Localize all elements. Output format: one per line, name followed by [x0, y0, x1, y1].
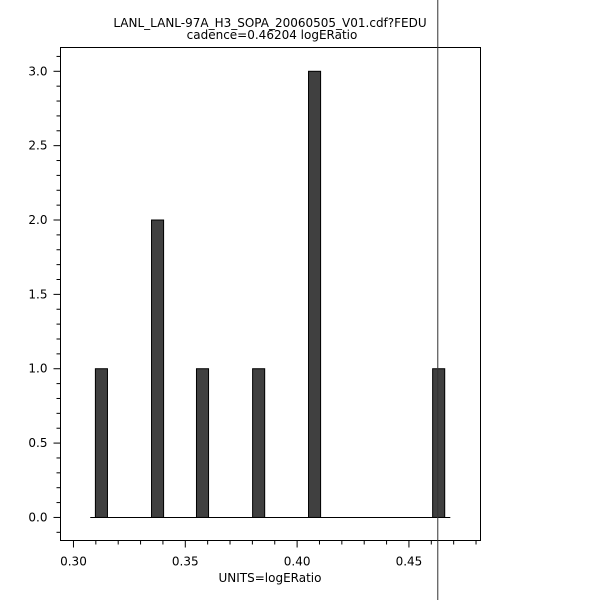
y-tick-label: 0.0 [28, 510, 47, 524]
histogram-bar [432, 368, 446, 518]
y-tick-label: 3.0 [28, 64, 47, 78]
histogram-bar [195, 368, 210, 518]
y-tick-label: 1.5 [28, 287, 47, 301]
x-tick-label: 0.30 [60, 555, 87, 569]
x-tick-label: 0.45 [396, 555, 423, 569]
y-tick-label: 1.0 [28, 362, 47, 376]
chart-title: LANL_LANL-97A_H3_SOPA_20060505_V01.cdf?F… [113, 16, 426, 30]
y-tick-label: 2.5 [28, 139, 47, 153]
histogram-bar [94, 368, 108, 518]
x-tick-label: 0.40 [284, 555, 311, 569]
histogram-bar [308, 70, 322, 518]
chart-subtitle: cadence=0.46204 logERatio [187, 28, 358, 42]
x-tick-label: 0.35 [172, 555, 199, 569]
x-axis-label: UNITS=logERatio [219, 571, 322, 585]
y-tick-label: 2.0 [28, 213, 47, 227]
y-tick-label: 0.5 [28, 436, 47, 450]
plot-frame [60, 47, 481, 541]
histogram-bar [151, 219, 165, 518]
histogram-bar [252, 368, 266, 518]
